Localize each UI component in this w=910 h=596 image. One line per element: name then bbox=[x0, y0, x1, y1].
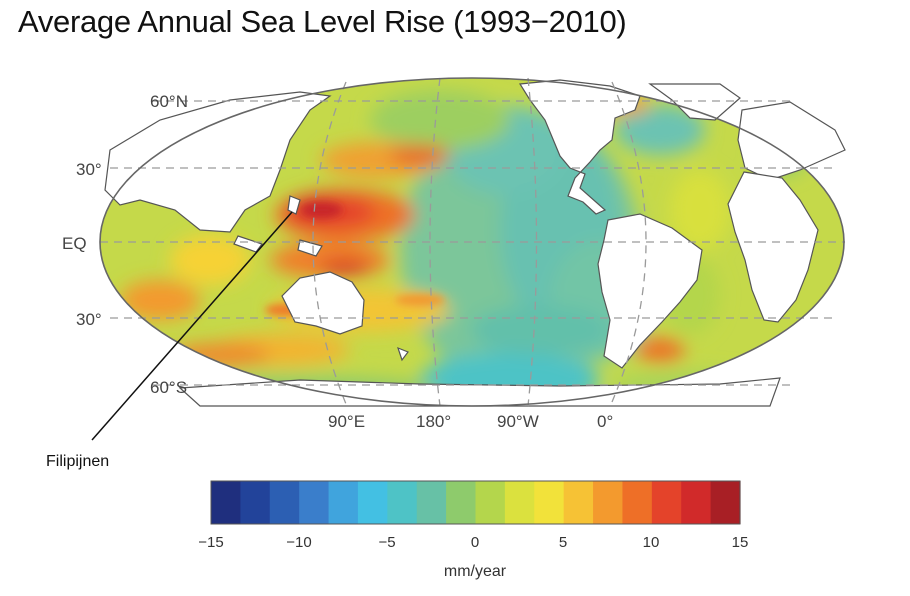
lat-label-eq: EQ bbox=[62, 234, 87, 253]
colorbar-unit: mm/year bbox=[443, 563, 507, 580]
lon-label-180: 180° bbox=[416, 412, 452, 431]
lat-label-30s: 30° bbox=[76, 310, 102, 329]
colorbar-tick: 5 bbox=[558, 534, 568, 551]
colorbar-tick: 10 bbox=[642, 534, 660, 551]
continents bbox=[104, 79, 846, 407]
lon-label-0: 0° bbox=[597, 412, 614, 431]
lat-label-60n: 60°N bbox=[150, 92, 188, 111]
colorbar-cell bbox=[328, 481, 359, 524]
lon-label-90e: 90°E bbox=[328, 412, 366, 431]
colorbar-cell bbox=[357, 481, 388, 524]
colorbar-outline bbox=[210, 480, 741, 525]
colorbar-tick: −10 bbox=[286, 534, 312, 551]
callout-label: Filipijnen bbox=[46, 453, 110, 470]
north-america bbox=[518, 79, 641, 215]
asia-west bbox=[104, 91, 332, 233]
graticule bbox=[100, 77, 845, 407]
colorbar-cell bbox=[504, 481, 535, 524]
colorbar-cell bbox=[593, 481, 624, 524]
lat-label-60s: 60°S bbox=[150, 378, 188, 397]
colorbar-cell bbox=[211, 481, 241, 524]
africa bbox=[727, 171, 819, 323]
lat-label-30n: 30° bbox=[76, 160, 102, 179]
colorbar bbox=[211, 481, 741, 524]
colorbar-cell bbox=[299, 481, 330, 524]
colorbar-cell bbox=[475, 481, 506, 524]
colorbar-cell bbox=[269, 481, 300, 524]
colorbar-tick: −15 bbox=[198, 534, 224, 551]
map-outline bbox=[99, 77, 845, 407]
colorbar-tick: 15 bbox=[731, 534, 749, 551]
colorbar-cell bbox=[622, 481, 653, 524]
colorbar-cell bbox=[651, 481, 682, 524]
antarctica bbox=[178, 377, 781, 407]
colorbar-cell bbox=[534, 481, 565, 524]
colorbar-cell bbox=[240, 481, 271, 524]
eurasia bbox=[737, 101, 846, 181]
south-america bbox=[597, 213, 703, 369]
page-title: Average Annual Sea Level Rise (1993−2010… bbox=[18, 4, 627, 39]
australia bbox=[281, 271, 365, 335]
colorbar-tick: 0 bbox=[470, 534, 480, 551]
colorbar-cell bbox=[710, 481, 741, 524]
colorbar-cell bbox=[387, 481, 418, 524]
colorbar-cell bbox=[681, 481, 712, 524]
callout-line bbox=[91, 211, 293, 441]
colorbar-cell bbox=[446, 481, 477, 524]
colorbar-tick: −5 bbox=[378, 534, 396, 551]
colorbar-cell bbox=[416, 481, 447, 524]
greenland bbox=[648, 83, 741, 121]
lon-label-90w: 90°W bbox=[497, 412, 539, 431]
colorbar-cell bbox=[563, 481, 594, 524]
